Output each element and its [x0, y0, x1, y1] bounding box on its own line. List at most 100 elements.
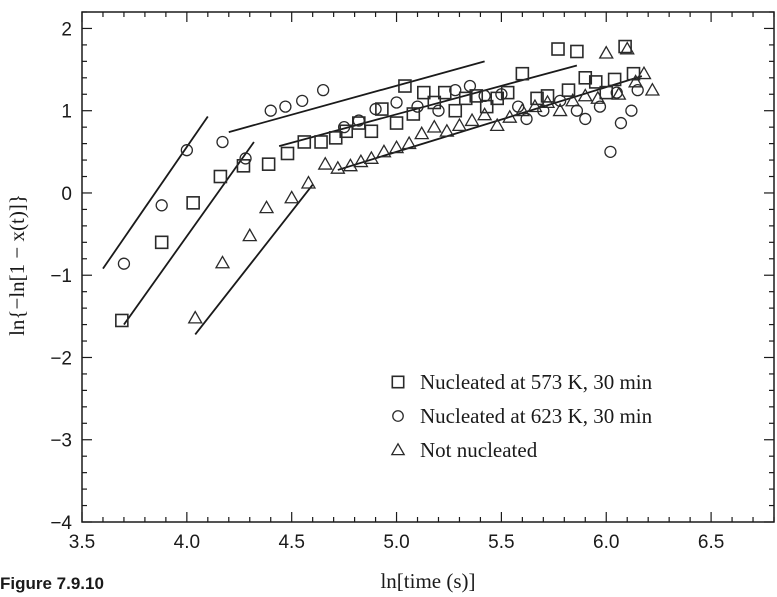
triangle-data-point [636, 65, 652, 80]
triangle-data-point [258, 199, 275, 214]
circle-data-point [604, 145, 617, 158]
triangle-data-point [353, 153, 369, 168]
triangle-data-point [565, 93, 581, 107]
x-tick-label: 5.0 [383, 532, 409, 553]
circle-data-point [317, 83, 330, 97]
circle-data-point [593, 100, 607, 113]
circle-data-point [579, 112, 592, 126]
x-axis-title: ln[time (s)] [380, 569, 475, 593]
triangle-data-point [388, 139, 405, 154]
fit-line [228, 60, 485, 133]
plot-frame [81, 11, 775, 523]
y-axis-title: ln{−ln[1 − x(t)]} [5, 194, 29, 336]
triangle-data-point [376, 144, 392, 158]
fit-line [194, 184, 314, 336]
x-tick-label: 4.5 [278, 532, 304, 553]
circle-data-point [352, 114, 365, 127]
circle-data-point [117, 257, 131, 270]
y-tick-label: −3 [50, 431, 72, 452]
triangle-data-point [598, 45, 614, 59]
square-data-point [417, 85, 431, 100]
square-data-point [406, 107, 421, 121]
triangle-data-point [451, 117, 468, 132]
circle-data-point [631, 83, 644, 97]
triangle-data-point [644, 82, 660, 96]
circle-data-point [180, 144, 193, 157]
triangle-data-point [611, 86, 627, 100]
circle-data-point [239, 152, 252, 165]
y-tick-label: 1 [61, 102, 72, 123]
triangle-data-point [590, 90, 606, 104]
square-data-point [500, 85, 515, 100]
triangle-data-point [401, 135, 417, 150]
triangle-data-point [476, 107, 493, 121]
triangle-data-point [317, 156, 333, 170]
y-tick-label: 2 [61, 19, 72, 40]
triangle-data-point [284, 190, 300, 204]
circle-data-point [537, 104, 550, 117]
square-data-point [599, 85, 614, 100]
fit-line [102, 115, 209, 270]
square-data-point [261, 157, 276, 171]
circle-data-point [296, 94, 309, 107]
data-markers [115, 39, 660, 328]
square-data-point [236, 159, 251, 173]
square-data-point [427, 95, 442, 110]
triangle-data-point [627, 74, 644, 88]
triangle-data-point [539, 94, 556, 109]
triangle-data-point [242, 227, 258, 242]
square-data-point [469, 89, 484, 103]
square-data-point [186, 196, 200, 210]
triangle-data-point [552, 102, 568, 117]
triangle-data-point [363, 150, 380, 164]
circle-data-point [570, 104, 584, 117]
legend-triangle-icon [390, 442, 406, 456]
y-tick-label: −4 [50, 513, 72, 534]
triangle-data-point [426, 119, 442, 133]
square-data-point [607, 72, 622, 87]
triangle-data-point [300, 175, 317, 189]
square-data-point [398, 79, 412, 93]
square-data-point [351, 116, 366, 130]
square-data-point [515, 66, 530, 81]
triangle-data-point [527, 98, 543, 113]
circle-data-point [614, 116, 628, 130]
triangle-data-point [187, 310, 203, 324]
square-data-point [389, 116, 404, 130]
circle-data-point [625, 104, 638, 117]
square-data-point [618, 39, 632, 54]
square-data-point [540, 89, 555, 103]
square-data-point [561, 83, 576, 97]
square-data-point [280, 146, 295, 161]
triangle-data-point [214, 255, 231, 269]
circle-data-point [463, 79, 477, 93]
circle-data-point [155, 199, 168, 212]
legend-label: Nucleated at 573 K, 30 min [420, 370, 653, 394]
circle-data-point [478, 89, 491, 103]
x-tick-label: 4.0 [174, 532, 200, 553]
circle-data-point [264, 104, 277, 117]
square-data-point [588, 75, 603, 89]
x-tick-label: 6.5 [698, 532, 724, 553]
triangle-data-point [489, 117, 505, 132]
triangle-data-point [342, 158, 359, 172]
legend-label: Not nucleated [420, 438, 538, 462]
square-data-point [578, 71, 593, 85]
circle-data-point [411, 100, 424, 113]
legend: Nucleated at 573 K, 30 min Nucleated at 6… [390, 370, 653, 462]
circle-data-point [369, 102, 382, 116]
square-data-point [551, 42, 565, 56]
triangle-data-point [464, 112, 480, 127]
triangle-data-point [577, 88, 593, 102]
y-tick-label: 0 [61, 184, 72, 205]
legend-circle-icon [392, 410, 404, 422]
x-tick-label: 6.0 [593, 532, 619, 553]
circle-data-point [520, 112, 533, 126]
square-data-point [364, 124, 379, 139]
tick-labels: 3.5 4.0 4.5 5.0 5.5 6.0 6.5 −4 −3 −2 −1 0 1 2 [50, 19, 724, 553]
square-data-point [154, 235, 169, 250]
y-tick-label: −1 [50, 266, 72, 287]
circle-data-point [553, 94, 567, 107]
circle-data-point [449, 83, 462, 97]
